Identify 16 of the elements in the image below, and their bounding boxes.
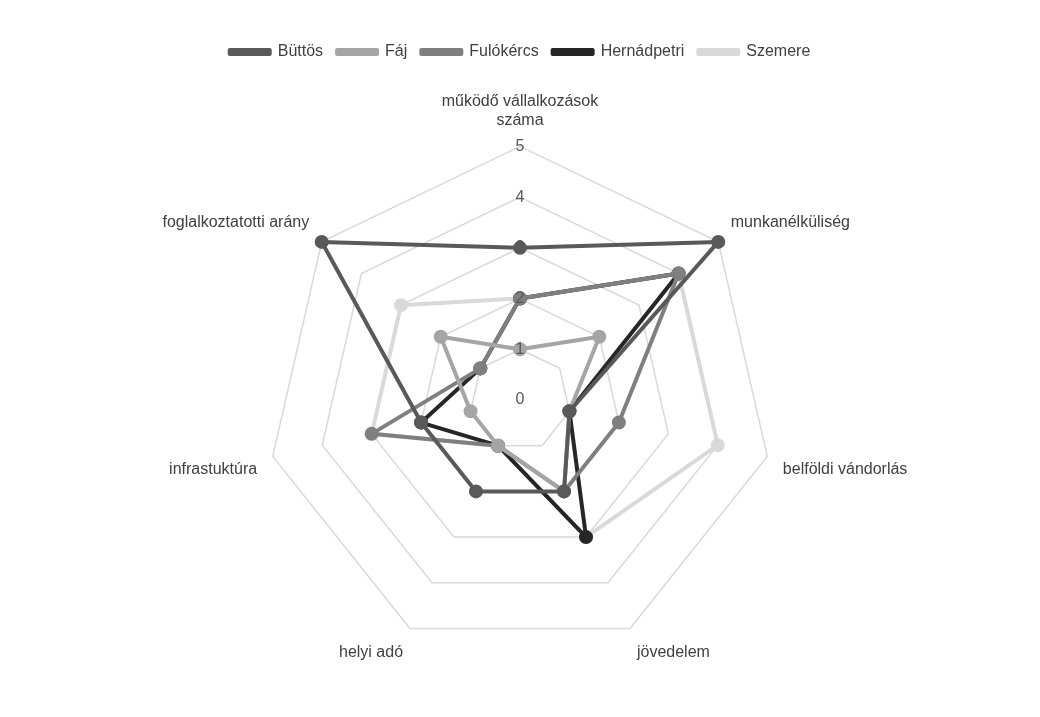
spoke-label: foglalkoztatotti arány — [162, 212, 310, 230]
spoke-label: munkanélküliség — [730, 212, 850, 230]
legend-label: Szemere — [746, 42, 811, 60]
spoke-label: belföldi vándorlás — [782, 460, 908, 477]
y-tick-label: 4 — [515, 187, 525, 205]
legend-label: Hernádpetri — [600, 42, 685, 60]
legend-label: Fulókércs — [469, 42, 539, 60]
spoke-label: működő vállalkozások száma — [441, 92, 600, 129]
y-tick-label: 1 — [515, 339, 525, 357]
spoke-label: helyi adó — [338, 642, 404, 660]
legend-label: Büttös — [277, 42, 324, 60]
spoke-label: jövedelem — [635, 642, 710, 660]
spoke-label: infrastuktúra — [169, 460, 258, 477]
y-tick-label: 0 — [515, 390, 525, 408]
y-tick-label: 5 — [515, 136, 525, 154]
legend-label: Fáj — [385, 42, 408, 60]
